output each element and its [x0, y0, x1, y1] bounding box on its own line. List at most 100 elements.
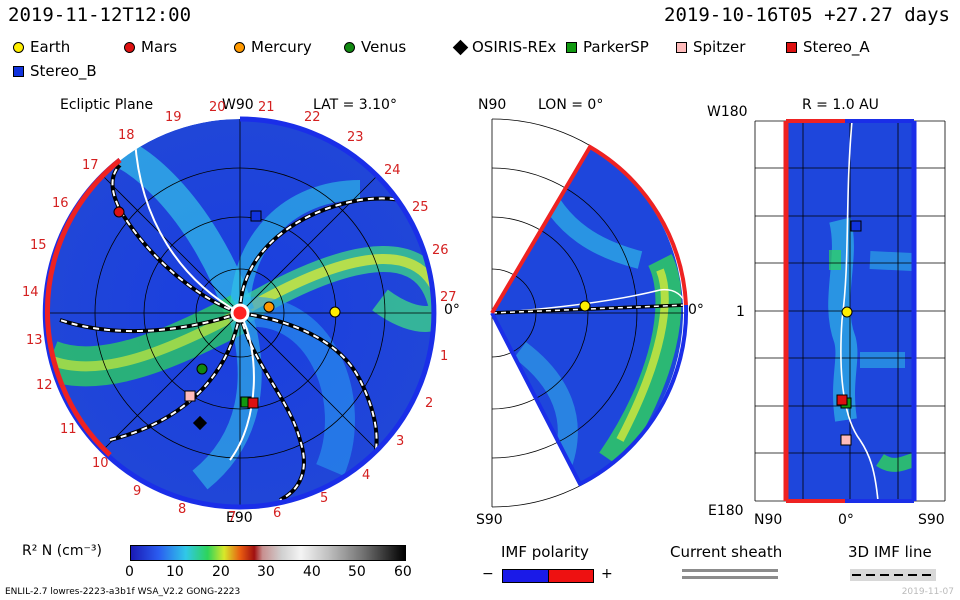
- imf3d-title: 3D IMF line: [848, 543, 932, 561]
- imf3d-dash-icon: [852, 574, 934, 576]
- imf-negative-swatch: [502, 569, 550, 583]
- rot-label-1: 1: [440, 349, 449, 364]
- map-x-label-n90: N90: [754, 512, 783, 528]
- rot-label-26: 26: [432, 243, 449, 258]
- rot-label-5: 5: [320, 491, 329, 506]
- rot-label-17: 17: [82, 158, 99, 173]
- mars-marker: [113, 206, 125, 218]
- footer-date: 2019-11-07: [901, 587, 954, 597]
- ecliptic-top-label: W90: [222, 97, 254, 113]
- mars-marker-icon: [124, 42, 135, 53]
- rot-label-20: 20: [209, 100, 226, 115]
- meridional-bottom-label: S90: [476, 512, 503, 528]
- earth-marker-meridional: [579, 300, 591, 312]
- legend-stereo-a: Stereo_A: [803, 38, 870, 56]
- earth-marker: [329, 306, 341, 318]
- colorbar-tick-60: 60: [394, 564, 412, 580]
- mercury-marker: [263, 301, 275, 313]
- legend-spitzer: Spitzer: [693, 38, 746, 56]
- rot-label-7: 7: [228, 510, 237, 525]
- rot-label-14: 14: [22, 285, 39, 300]
- rot-label-12: 12: [36, 378, 53, 393]
- legend-venus: Venus: [361, 38, 407, 56]
- meridional-lon-label: LON = 0°: [538, 97, 604, 113]
- map-mid-left-label: 1: [736, 304, 745, 320]
- ecliptic-bottom-label: E90: [226, 510, 253, 526]
- imf-polarity-title: IMF polarity: [501, 543, 589, 561]
- rot-label-3: 3: [396, 434, 405, 449]
- legend-earth: Earth: [30, 38, 71, 56]
- colorbar-tick-50: 50: [348, 564, 366, 580]
- rot-label-10: 10: [92, 456, 109, 471]
- stereo-a-marker: [247, 397, 259, 409]
- colorbar-tick-30: 30: [257, 564, 275, 580]
- map-top-left-label: W180: [707, 104, 748, 120]
- rot-label-4: 4: [362, 468, 371, 483]
- rot-label-6: 6: [273, 506, 282, 521]
- stereo-b-map-marker: [850, 220, 862, 232]
- imf-positive-swatch: [548, 569, 594, 583]
- legend-mars: Mars: [141, 38, 178, 56]
- map-x-label-0: 0°: [838, 512, 854, 528]
- map-bottom-left-label: E180: [708, 503, 744, 519]
- legend-parkersp: ParkerSP: [583, 38, 649, 56]
- sun-icon: [230, 303, 250, 323]
- osiris-rex-marker: [192, 415, 208, 431]
- map-title: R = 1.0 AU: [802, 97, 879, 113]
- current-sheath-line-2: [682, 576, 778, 579]
- rot-label-16: 16: [52, 196, 69, 211]
- stereo-b-marker-icon: [13, 66, 24, 77]
- imf-plus-label: +: [601, 566, 613, 582]
- legend-osiris-rex: OSIRIS-REx: [472, 38, 557, 56]
- rot-label-21: 21: [258, 100, 275, 115]
- rot-label-15: 15: [30, 238, 47, 253]
- current-sheath-line-1: [682, 569, 778, 572]
- colorbar-tick-10: 10: [166, 564, 184, 580]
- rot-label-23: 23: [347, 130, 364, 145]
- rot-label-24: 24: [384, 163, 401, 178]
- rot-label-18: 18: [118, 128, 135, 143]
- mercury-marker-icon: [234, 42, 245, 53]
- colorbar-tick-40: 40: [303, 564, 321, 580]
- footer-model-info: ENLIL-2.7 lowres-2223-a3b1f WSA_V2.2 GON…: [5, 587, 241, 597]
- stereo-a-marker-icon: [786, 42, 797, 53]
- parkersp-marker-icon: [566, 42, 577, 53]
- earth-marker-icon: [13, 42, 24, 53]
- rot-label-11: 11: [60, 422, 77, 437]
- rot-label-22: 22: [304, 110, 321, 125]
- earth-map-marker: [841, 306, 853, 318]
- rot-label-9: 9: [133, 484, 142, 499]
- current-sheath-title: Current sheath: [670, 543, 783, 561]
- map-x-label-s90: S90: [918, 512, 945, 528]
- colorbar: [130, 545, 406, 561]
- meridional-right-label: 0°: [688, 302, 704, 318]
- meridional-top-label: N90: [478, 97, 507, 113]
- spitzer-map-marker: [840, 434, 852, 446]
- rot-label-27: 27: [440, 290, 457, 305]
- rot-label-13: 13: [26, 333, 43, 348]
- ecliptic-right-label: 0°: [444, 302, 460, 318]
- legend-stereo-b: Stereo_B: [30, 62, 97, 80]
- ecliptic-lat-label: LAT = 3.10°: [313, 97, 397, 113]
- venus-marker: [196, 363, 208, 375]
- right-timestamp: 2019-10-16T05 +27.27 days: [664, 4, 950, 26]
- rot-label-25: 25: [412, 200, 429, 215]
- stereo-b-marker: [250, 210, 262, 222]
- legend-mercury: Mercury: [251, 38, 312, 56]
- spitzer-marker: [184, 390, 196, 402]
- colorbar-tick-20: 20: [212, 564, 230, 580]
- spitzer-marker-icon: [676, 42, 687, 53]
- rot-label-19: 19: [165, 110, 182, 125]
- venus-marker-icon: [344, 42, 355, 53]
- colorbar-label: R² N (cm⁻³): [22, 543, 102, 559]
- ecliptic-title: Ecliptic Plane: [60, 97, 154, 113]
- rot-label-8: 8: [178, 502, 187, 517]
- imf-minus-label: −: [482, 566, 494, 582]
- colorbar-tick-0: 0: [125, 564, 134, 580]
- imf3d-swatch: [850, 569, 936, 581]
- stereo-a-map-marker: [836, 394, 848, 406]
- rot-label-2: 2: [425, 396, 434, 411]
